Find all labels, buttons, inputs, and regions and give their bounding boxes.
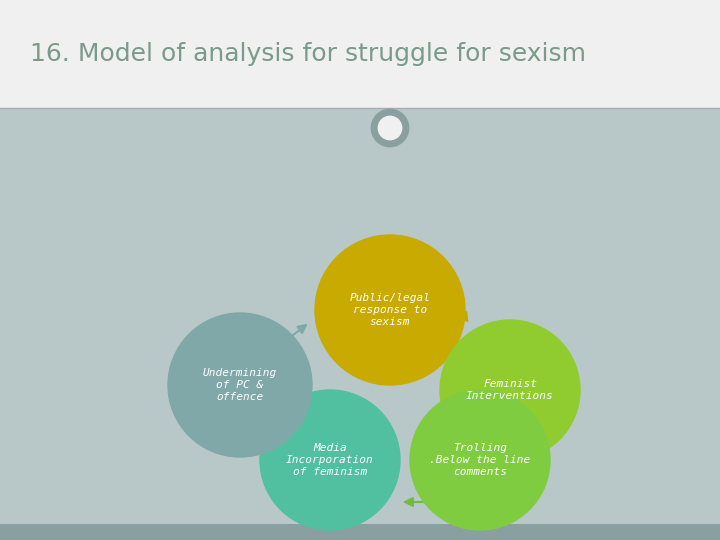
Text: Public/legal
response to
sexism: Public/legal response to sexism xyxy=(349,293,431,327)
Circle shape xyxy=(260,390,400,530)
Circle shape xyxy=(315,235,465,385)
Circle shape xyxy=(372,110,408,146)
Text: Trolling
.Below the line
comments: Trolling .Below the line comments xyxy=(429,443,531,477)
Circle shape xyxy=(410,390,550,530)
FancyBboxPatch shape xyxy=(0,0,720,108)
Circle shape xyxy=(168,313,312,457)
Text: Undermining
of PC &
offence: Undermining of PC & offence xyxy=(203,368,277,402)
FancyBboxPatch shape xyxy=(0,108,720,524)
Circle shape xyxy=(378,116,402,140)
Text: 16. Model of analysis for struggle for sexism: 16. Model of analysis for struggle for s… xyxy=(30,42,586,66)
Text: Feminist
Interventions: Feminist Interventions xyxy=(466,379,554,401)
Text: Media
Incorporation
of feminism: Media Incorporation of feminism xyxy=(286,443,374,477)
Circle shape xyxy=(440,320,580,460)
FancyBboxPatch shape xyxy=(0,524,720,540)
